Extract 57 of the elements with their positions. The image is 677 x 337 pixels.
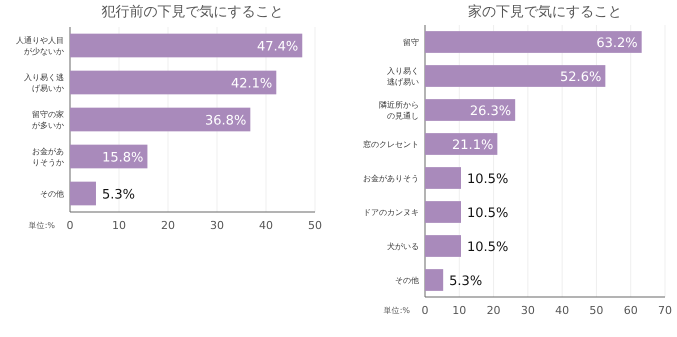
bar: [425, 201, 461, 223]
bar: [425, 133, 498, 155]
y-tick-label: 犬がいる: [387, 242, 419, 251]
data-label: 36.8%: [205, 114, 246, 128]
x-tick-label: 70: [658, 304, 672, 317]
x-tick-label: 40: [555, 304, 570, 317]
x-tick-label: 10: [452, 304, 466, 317]
y-tick-label: お金がありそうか: [32, 147, 64, 167]
x-tick-label: 50: [308, 219, 322, 232]
x-tick-label: 50: [589, 304, 604, 317]
bar: [70, 70, 276, 94]
y-tick-label: 留守: [403, 38, 419, 47]
x-tick-label: 20: [161, 219, 175, 232]
data-label: 47.4%: [256, 40, 298, 54]
x-tick-label: 0: [66, 219, 74, 232]
data-label: 26.3%: [470, 104, 512, 119]
data-label: 10.5%: [467, 240, 508, 255]
text: 単位:%: [28, 221, 56, 230]
text: 単位:%: [384, 306, 410, 315]
bar: [425, 31, 642, 53]
y-tick-label: 入り易く逃げ易いか: [24, 73, 64, 93]
bar: [425, 269, 444, 291]
x-tick-label: 20: [486, 304, 501, 317]
bar: [70, 144, 148, 168]
y-tick-label: その他: [40, 190, 64, 198]
bar: [425, 99, 516, 121]
y-tick-label: 隣近所からの見通し: [379, 100, 419, 120]
bar: [425, 235, 461, 257]
data-label: 10.5%: [467, 172, 508, 187]
y-tick-label: ドアのカンヌキ: [363, 208, 419, 217]
data-label: 5.3%: [449, 274, 482, 289]
bar: [70, 108, 250, 132]
y-tick-label: お金がありそう: [363, 174, 419, 183]
x-tick-label: 60: [624, 304, 638, 317]
x-tick-label: 40: [259, 219, 273, 232]
bar: [425, 167, 461, 189]
x-tick-label: 30: [520, 304, 535, 317]
x-tick-label: 0: [422, 304, 428, 317]
y-tick-label: その他: [395, 276, 419, 285]
bar: [425, 65, 606, 87]
chart-title: 家の下見で気にすること: [468, 4, 622, 20]
data-label: 52.6%: [560, 70, 602, 85]
data-label: 5.3%: [102, 188, 135, 202]
y-tick-label: 人通りや人目が少ないか: [16, 36, 64, 56]
data-label: 15.8%: [102, 150, 144, 166]
x-tick-label: 10: [112, 219, 126, 232]
y-tick-label: 入り易く逃げ易い: [387, 66, 419, 86]
chart-title: 犯行前の下見で気にすること: [102, 4, 284, 20]
data-label: 42.1%: [230, 76, 272, 92]
y-tick-label: 留守の家が多いか: [32, 110, 64, 130]
data-label: 21.1%: [452, 138, 494, 153]
bar: [70, 182, 96, 206]
data-label: 63.2%: [596, 36, 638, 51]
bar: [70, 34, 302, 58]
x-tick-label: 30: [210, 219, 224, 232]
data-label: 10.5%: [467, 206, 508, 221]
y-tick-label: 窓のクレセント: [363, 140, 419, 149]
